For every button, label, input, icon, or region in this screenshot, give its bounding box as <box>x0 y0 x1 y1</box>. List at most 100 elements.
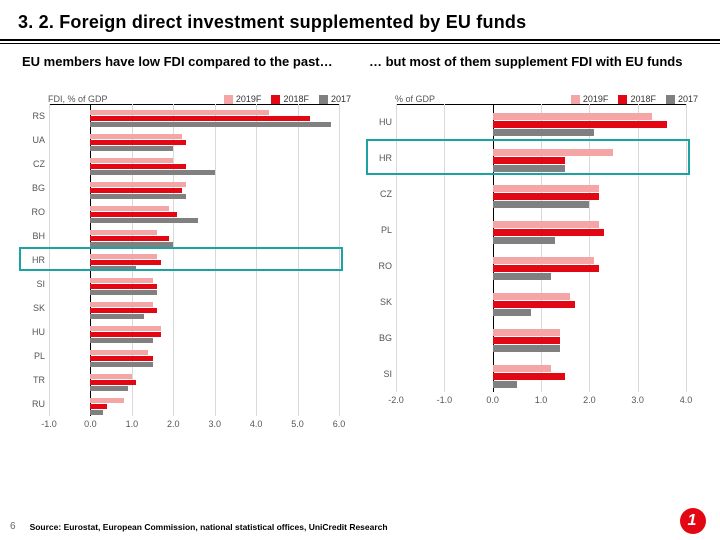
title-underline <box>0 43 720 44</box>
legend-item: 2019F <box>571 94 609 104</box>
bar-group <box>370 250 691 282</box>
bar <box>493 329 561 336</box>
chart-row: BG <box>370 320 691 356</box>
bar <box>90 326 160 331</box>
chart-row: SK <box>23 296 344 320</box>
legend-label: 2017 <box>331 94 351 104</box>
bar <box>493 381 517 388</box>
bar <box>90 374 131 379</box>
chart-row: SI <box>370 356 691 392</box>
bar <box>493 121 667 128</box>
footer: 6 Source: Eurostat, European Commission,… <box>10 521 710 532</box>
bar <box>493 257 595 264</box>
legend: 2019F 2018F 2017 <box>571 94 698 104</box>
x-axis-ticks: -2.0-1.00.01.02.03.04.0 <box>370 392 691 410</box>
bar <box>90 260 160 265</box>
legend-label: 2017 <box>678 94 698 104</box>
x-tick-label: 3.0 <box>208 419 221 429</box>
legend-label: 2019F <box>583 94 609 104</box>
bar-group <box>23 346 344 366</box>
x-tick-label: 0.0 <box>486 395 499 405</box>
bar <box>493 337 561 344</box>
bar-group <box>23 202 344 222</box>
chart-row: CZ <box>370 176 691 212</box>
legend-swatch <box>571 95 580 104</box>
y-axis-label: FDI, % of GDP <box>48 94 108 104</box>
bar <box>493 193 599 200</box>
bar <box>90 302 152 307</box>
legend-swatch <box>271 95 280 104</box>
bar <box>493 265 599 272</box>
bar <box>493 345 561 352</box>
chart-row: SI <box>23 272 344 296</box>
bar <box>493 221 599 228</box>
bar <box>493 373 566 380</box>
legend-label: 2018F <box>630 94 656 104</box>
y-axis-label: % of GDP <box>395 94 435 104</box>
bar <box>90 356 152 361</box>
chart-row: HR <box>23 248 344 272</box>
bar <box>493 229 604 236</box>
bar-group <box>23 370 344 390</box>
right-chart: % of GDP2019F2018F2017HUHRCZPLROSKBGSI-2… <box>369 94 698 410</box>
legend-swatch <box>618 95 627 104</box>
left-chart: FDI, % of GDP2019F2018F2017RSUACZBGROBHH… <box>22 94 351 434</box>
bar <box>90 308 156 313</box>
legend-item: 2018F <box>271 94 309 104</box>
bar <box>90 284 156 289</box>
bar <box>493 129 595 136</box>
bar <box>90 398 123 403</box>
x-tick-label: 1.0 <box>535 395 548 405</box>
bar <box>90 194 185 199</box>
bar <box>493 185 599 192</box>
bar-group <box>23 322 344 342</box>
bar-group <box>23 250 344 270</box>
bar <box>90 410 102 415</box>
brand-logo: 1 <box>680 508 706 534</box>
bar <box>493 149 614 156</box>
charts-container: EU members have low FDI compared to the … <box>0 54 720 434</box>
right-panel: … but most of them supplement FDI with E… <box>369 54 698 434</box>
x-tick-label: 2.0 <box>167 419 180 429</box>
legend-item: 2018F <box>618 94 656 104</box>
x-tick-label: -1.0 <box>437 395 453 405</box>
bar <box>90 230 156 235</box>
bar <box>493 165 566 172</box>
bar <box>90 134 181 139</box>
legend-label: 2018F <box>283 94 309 104</box>
bar <box>90 362 152 367</box>
bar <box>90 116 310 121</box>
bar <box>90 266 136 271</box>
bar <box>90 242 173 247</box>
bar-group <box>23 178 344 198</box>
chart-row: HU <box>23 320 344 344</box>
bar <box>90 404 107 409</box>
bar <box>493 113 653 120</box>
bar <box>90 332 160 337</box>
bar <box>90 122 330 127</box>
bar <box>90 206 169 211</box>
legend-swatch <box>319 95 328 104</box>
bar-group <box>23 130 344 150</box>
bar <box>90 146 173 151</box>
chart-row: PL <box>370 212 691 248</box>
chart-row: SK <box>370 284 691 320</box>
x-tick-label: 4.0 <box>680 395 693 405</box>
plot-area: HUHRCZPLROSKBGSI-2.0-1.00.01.02.03.04.0 <box>369 104 691 410</box>
bar <box>493 301 575 308</box>
bar <box>493 273 551 280</box>
bar <box>90 218 198 223</box>
chart-row: BG <box>23 176 344 200</box>
bar <box>493 237 556 244</box>
x-tick-label: -1.0 <box>41 419 57 429</box>
bar <box>90 350 148 355</box>
legend-item: 2019F <box>224 94 262 104</box>
chart-row: RO <box>23 200 344 224</box>
legend: 2019F 2018F 2017 <box>224 94 351 104</box>
chart-row: PL <box>23 344 344 368</box>
slide-title-row: 3. 2. Foreign direct investment suppleme… <box>0 0 720 41</box>
page-number: 6 <box>10 521 16 532</box>
bar <box>90 170 214 175</box>
bar <box>90 290 156 295</box>
bar <box>493 201 590 208</box>
